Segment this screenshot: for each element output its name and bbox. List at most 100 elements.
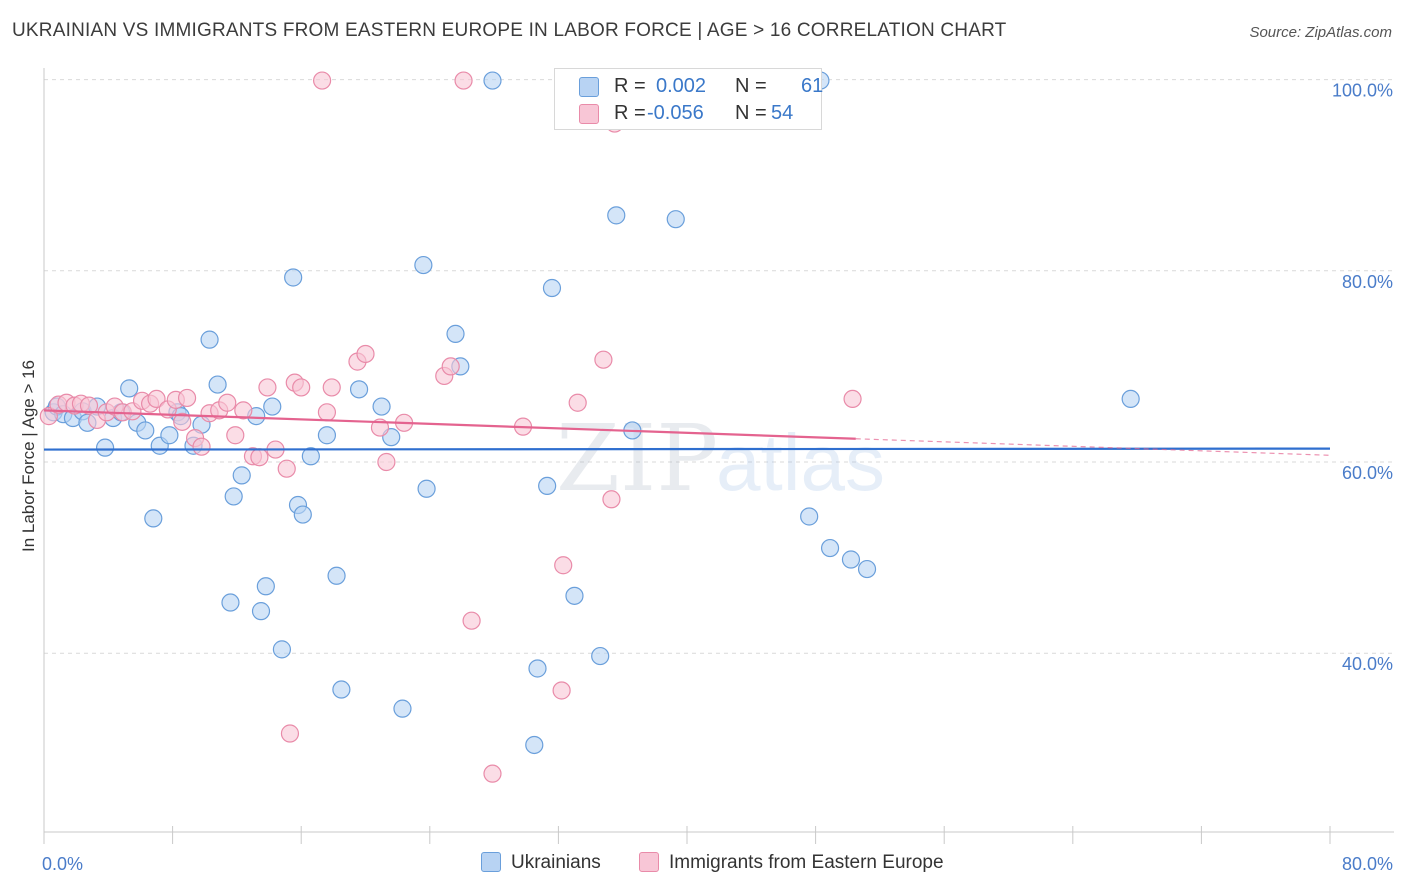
legend-r-label: R = <box>614 75 646 97</box>
immigrants-point <box>312 71 332 90</box>
source-credit: Source: ZipAtlas.com <box>1249 24 1392 41</box>
ukrainians-point <box>393 699 412 718</box>
immigrants-point <box>277 459 296 478</box>
y-tick-labels: 40.0% 60.0% 80.0% 100.0% <box>1332 81 1393 675</box>
ukrainians-point <box>841 550 861 569</box>
legend-n-value: 54 <box>771 102 794 124</box>
ukrainians-point <box>95 438 115 457</box>
immigrants-point <box>552 681 571 700</box>
immigrants-point <box>173 412 192 431</box>
ukrainians-point <box>372 397 391 416</box>
bottom-legend-immigrants: Immigrants from Eastern Europe <box>639 852 944 874</box>
legend-r-value: -0.056 <box>647 102 704 124</box>
immigrants-point <box>292 378 311 397</box>
x-tick-label-min: 0.0% <box>42 854 83 874</box>
ukrainians-point <box>160 426 179 445</box>
bottom-legend-ukrainians: Ukrainians <box>481 852 601 874</box>
legend-n-value: 61 <box>801 75 824 97</box>
y-tick-label: 40.0% <box>1342 654 1393 674</box>
legend-swatch-blue <box>579 77 599 97</box>
watermark-zip: ZIP <box>556 405 718 512</box>
immigrants-trend-extension <box>855 438 1331 456</box>
chart-title: UKRAINIAN VS IMMIGRANTS FROM EASTERN EUR… <box>12 20 1007 41</box>
ukrainians-point <box>666 210 685 229</box>
immigrants-point <box>317 403 337 422</box>
ukrainians-point <box>414 255 433 275</box>
ukrainians-point <box>800 507 819 526</box>
immigrants-point <box>322 378 341 397</box>
legend-r-label: R = <box>614 102 646 124</box>
immigrants-point <box>462 611 481 630</box>
ukrainians-point <box>256 577 275 596</box>
immigrants-point <box>441 357 460 376</box>
ukrainians-point <box>417 479 436 498</box>
ukrainians-point <box>301 447 320 466</box>
bottom-legend-label-immigrants: Immigrants from Eastern Europe <box>669 852 944 873</box>
ukrainians-point <box>224 487 243 506</box>
ukrainians-point <box>221 593 240 612</box>
ukrainians-point <box>565 586 584 605</box>
ukrainians-point <box>591 646 610 666</box>
ukrainians-point <box>144 509 163 528</box>
immigrants-point <box>192 437 211 456</box>
immigrants-point <box>454 71 473 90</box>
ukrainians-point <box>293 505 312 524</box>
ukrainians-point <box>317 426 337 445</box>
immigrants-point <box>250 448 269 467</box>
ukrainians-point <box>528 659 547 678</box>
immigrants-point <box>177 388 197 408</box>
ukrainians-point <box>136 421 155 440</box>
correlation-legend: R = 0.002 N = 61 R = -0.056 N = 54 <box>554 68 824 130</box>
ukrainians-point <box>525 735 544 755</box>
immigrants-point <box>594 350 613 369</box>
ukrainians-point <box>200 330 219 349</box>
immigrants-point <box>79 396 99 415</box>
ukrainians-point <box>232 466 251 485</box>
immigrants-point <box>218 393 237 412</box>
immigrants-point <box>147 389 166 409</box>
immigrants-point <box>226 426 245 445</box>
watermark-atlas: atlas <box>716 418 885 507</box>
y-tick-label: 100.0% <box>1332 81 1393 101</box>
ukrainians-point <box>820 538 840 558</box>
immigrants-point <box>280 724 300 743</box>
legend-n-label: N = <box>735 75 767 97</box>
ukrainians-point <box>263 397 282 416</box>
axis-layer <box>43 68 1394 833</box>
immigrants-point <box>554 556 573 575</box>
immigrants-point <box>843 389 862 409</box>
x-tick-label-max: 80.0% <box>1342 854 1393 874</box>
grid-layer <box>44 79 1394 654</box>
y-tick-label: 80.0% <box>1342 272 1393 292</box>
x-tick-labels: 0.0% 80.0% <box>42 826 1393 874</box>
ukrainians-point <box>272 640 292 659</box>
bottom-legend-label-ukrainians: Ukrainians <box>511 852 601 873</box>
ukrainians-point <box>332 680 351 699</box>
ukrainians-point <box>349 380 369 399</box>
ukrainians-point <box>120 379 139 398</box>
y-axis-title: In Labor Force | Age > 16 <box>19 360 38 552</box>
immigrants-point <box>356 344 375 364</box>
immigrants-point <box>602 490 621 509</box>
immigrants-point <box>377 452 396 472</box>
ukrainians-trend-line <box>43 447 1331 451</box>
ukrainians-point <box>857 559 877 579</box>
ukrainians-point <box>327 566 346 585</box>
ukrainians-point <box>208 375 227 394</box>
immigrants-point <box>483 764 502 783</box>
ukrainians-point <box>251 602 271 621</box>
immigrants-trend-line <box>43 409 856 440</box>
trend-layer <box>43 409 1331 456</box>
immigrants-point <box>258 378 277 397</box>
ukrainians-point <box>538 476 557 495</box>
ukrainians-point <box>284 268 303 287</box>
ukrainians-point <box>446 324 465 343</box>
bottom-swatch-pink <box>639 852 659 872</box>
watermark: ZIP atlas <box>556 405 885 512</box>
bottom-swatch-blue <box>481 852 501 872</box>
ukrainians-point <box>542 278 562 298</box>
ukrainians-point <box>607 206 626 225</box>
immigrants-point <box>568 393 587 412</box>
ukrainians-point <box>483 71 502 90</box>
